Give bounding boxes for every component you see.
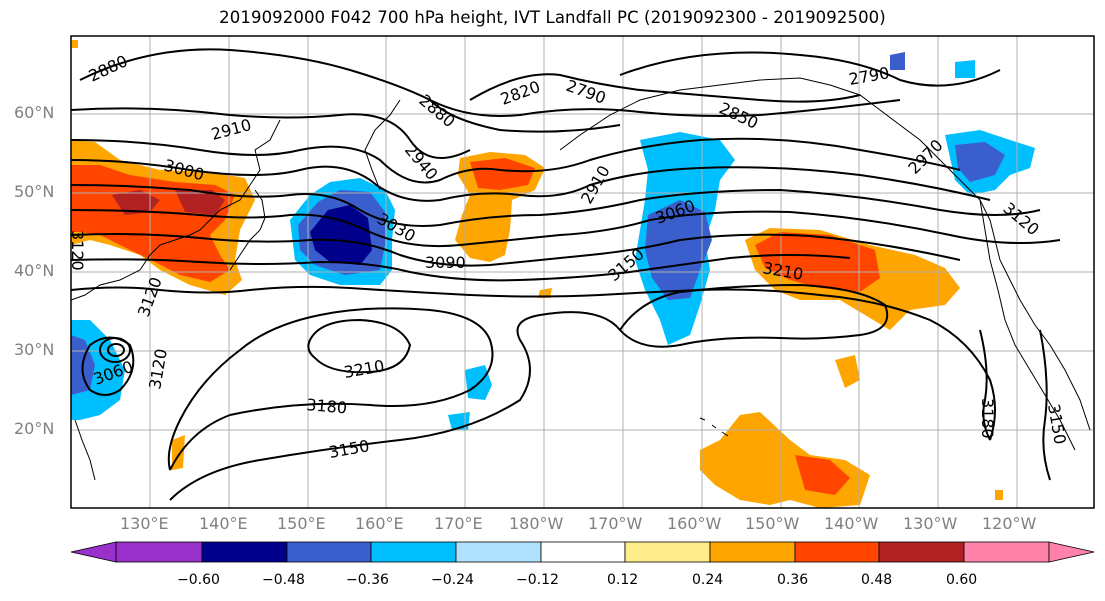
colorbar-extend-high <box>1048 541 1095 563</box>
ivt-negative-west-dark <box>310 205 372 265</box>
coastline-asia <box>71 119 281 301</box>
contour-2910 <box>71 107 471 159</box>
lon-label: 130°E <box>120 514 169 533</box>
colorbar-tick-label: −0.12 <box>516 572 559 588</box>
contour-2790 <box>619 51 1001 87</box>
lat-label: 40°N <box>14 261 55 280</box>
coastline-philippines <box>74 419 96 481</box>
lon-label: 170°W <box>588 514 643 533</box>
coastlines <box>71 77 1091 481</box>
colorbar-tick-label: −0.48 <box>262 572 305 588</box>
contour-label: 3090 <box>425 253 466 272</box>
map-grid <box>71 36 1094 508</box>
ivt-negative-east-mid <box>645 200 712 300</box>
ivt-negative-patch-4 <box>955 60 975 78</box>
colorbar-tick-label: −0.60 <box>177 572 220 588</box>
lon-label: 140°E <box>199 514 248 533</box>
coastline-alaska <box>559 77 1091 431</box>
contour-3150 <box>169 283 889 501</box>
colorbar-extend-low <box>70 541 117 563</box>
contour-3150-east <box>1039 329 1051 481</box>
colorbar-bin <box>709 541 796 563</box>
lat-label: 20°N <box>14 419 55 438</box>
contour-3180-east <box>979 329 991 441</box>
colorbar-tick-label: 0.48 <box>861 572 893 588</box>
ivt-positive-east-red <box>755 232 880 292</box>
contour-3030 <box>71 209 1061 248</box>
lat-label: 30°N <box>14 340 55 359</box>
contour-2970 <box>71 159 991 202</box>
contour-typhoon-1 <box>99 337 132 363</box>
coastline-kamchatka <box>364 99 401 191</box>
contour-3060 <box>71 233 961 396</box>
lon-label: 180°W <box>509 514 564 533</box>
lon-label: 140°W <box>824 514 879 533</box>
colorbar-bin <box>115 541 203 563</box>
coastline-north-america <box>979 199 1076 451</box>
contour-3120 <box>71 285 996 441</box>
colorbar-tick-label: 0.12 <box>607 572 639 588</box>
chart-title: 2019092000 F042 700 hPa height, IVT Land… <box>219 8 886 27</box>
contour-label: 3180 <box>306 395 348 417</box>
lon-label: 160°E <box>355 514 404 533</box>
lon-label: 170°E <box>434 514 483 533</box>
height-contours <box>71 48 1061 501</box>
lon-label: 150°E <box>277 514 326 533</box>
ivt-negative-patch-3 <box>890 52 905 70</box>
ivt-positive-central-red <box>470 158 535 190</box>
hawaii-islands <box>699 417 729 437</box>
colorbar <box>70 541 1095 563</box>
colorbar-bin <box>455 541 542 563</box>
contour-typhoon-2 <box>107 343 126 357</box>
colorbar-bin <box>963 541 1050 563</box>
map-frame <box>70 35 1095 509</box>
colorbar-bin <box>878 541 965 563</box>
ivt-positive-patch-2 <box>835 355 860 388</box>
ivt-positive-patch-5 <box>72 40 78 48</box>
ivt-positive-asia-darkred-2 <box>175 190 225 215</box>
contour-label: 3180 <box>978 398 997 439</box>
colorbar-bin <box>540 541 626 563</box>
lon-label: 120°W <box>982 514 1037 533</box>
colorbar-bin <box>370 541 457 563</box>
colorbar-tick-label: −0.24 <box>431 572 474 588</box>
lon-label: 130°W <box>903 514 958 533</box>
lat-label: 60°N <box>14 103 55 122</box>
ivt-positive-south-red <box>795 455 850 495</box>
contour-2940 <box>71 137 961 184</box>
ivt-positive-asia-darkred <box>112 190 160 215</box>
colorbar-bin <box>201 541 288 563</box>
ivt-positive-patch-1 <box>172 435 185 470</box>
coastline-japan <box>229 189 266 271</box>
contour-2850 <box>429 99 901 117</box>
colorbar-tick-label: −0.36 <box>346 572 389 588</box>
contour-3090 <box>71 254 851 282</box>
lon-label: 160°W <box>667 514 722 533</box>
colorbar-bin <box>794 541 880 563</box>
colorbar-bin <box>286 541 372 563</box>
colorbar-bin <box>624 541 711 563</box>
contour-2820 <box>469 73 861 103</box>
ivt-negative-bc-mid <box>955 142 1005 182</box>
contour-2880 <box>79 48 621 133</box>
ivt-positive-patch-3 <box>995 490 1003 500</box>
contour-3180 <box>167 307 494 471</box>
colorbar-tick-label: 0.36 <box>777 572 809 588</box>
contour-3210 <box>307 318 412 374</box>
lon-label: 150°W <box>745 514 800 533</box>
lat-label: 50°N <box>14 182 55 201</box>
colorbar-tick-label: 0.60 <box>946 572 978 588</box>
contour-3000 <box>71 184 1041 227</box>
contour-label: 3120 <box>68 230 87 271</box>
colorbar-tick-label: 0.24 <box>692 572 724 588</box>
ivt-positive-field <box>71 40 1003 508</box>
